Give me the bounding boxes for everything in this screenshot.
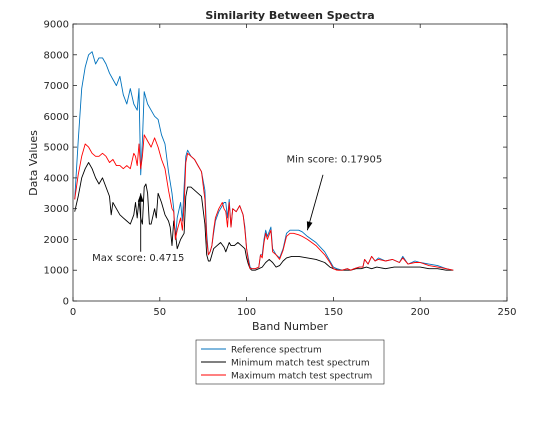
- plot-area: [73, 24, 507, 301]
- y-tick-label-8: 8000: [44, 50, 69, 61]
- annotation-label-1: Min score: 0.17905: [287, 155, 383, 166]
- y-tick-label-5: 5000: [44, 143, 69, 154]
- annotation-arrow-1: [306, 174, 324, 231]
- legend-label-2: Maximum match test spectrum: [231, 372, 372, 382]
- y-tick-label-2: 2000: [44, 235, 69, 246]
- x-tick-label-0: 0: [70, 307, 76, 318]
- legend-box: [195, 339, 385, 385]
- y-tick-label-3: 3000: [44, 204, 69, 215]
- axes-box: [72, 23, 508, 302]
- y-tick-label-6: 6000: [44, 112, 69, 123]
- legend-label-1: Minimum match test spectrum: [231, 359, 370, 369]
- y-tick-label-7: 7000: [44, 81, 69, 92]
- x-tick-label-5: 250: [497, 307, 516, 318]
- x-tick-label-2: 100: [237, 307, 256, 318]
- legend: Reference spectrum Minimum match test spe…: [195, 339, 385, 385]
- x-tick-label-3: 150: [324, 307, 343, 318]
- chart-title: Similarity Between Spectra: [205, 9, 374, 22]
- x-axis-label: Band Number: [252, 320, 328, 333]
- y-tick-label-4: 4000: [44, 173, 69, 184]
- legend-label-0: Reference spectrum: [231, 346, 322, 356]
- annotation-label-0: Max score: 0.4715: [92, 253, 184, 264]
- series-layer: [74, 51, 454, 271]
- annotation-arrowhead-0: [137, 193, 144, 202]
- y-tick-label-9: 9000: [44, 20, 69, 31]
- annotation-arrowhead-1: [306, 221, 313, 231]
- series-line-2: [74, 134, 454, 271]
- y-axis-label: Data Values: [27, 130, 40, 196]
- x-tick-label-1: 50: [153, 307, 166, 318]
- x-tick-label-4: 200: [411, 307, 430, 318]
- y-tick-label-0: 0: [63, 297, 69, 308]
- y-tick-label-1: 1000: [44, 266, 69, 277]
- annotation-layer: Max score: 0.4715 Min score: 0.17905: [92, 155, 382, 264]
- tick-layer: 0 50 100 150 200 250 0 1000 2000 3000 4000 5000 6000…: [44, 20, 517, 319]
